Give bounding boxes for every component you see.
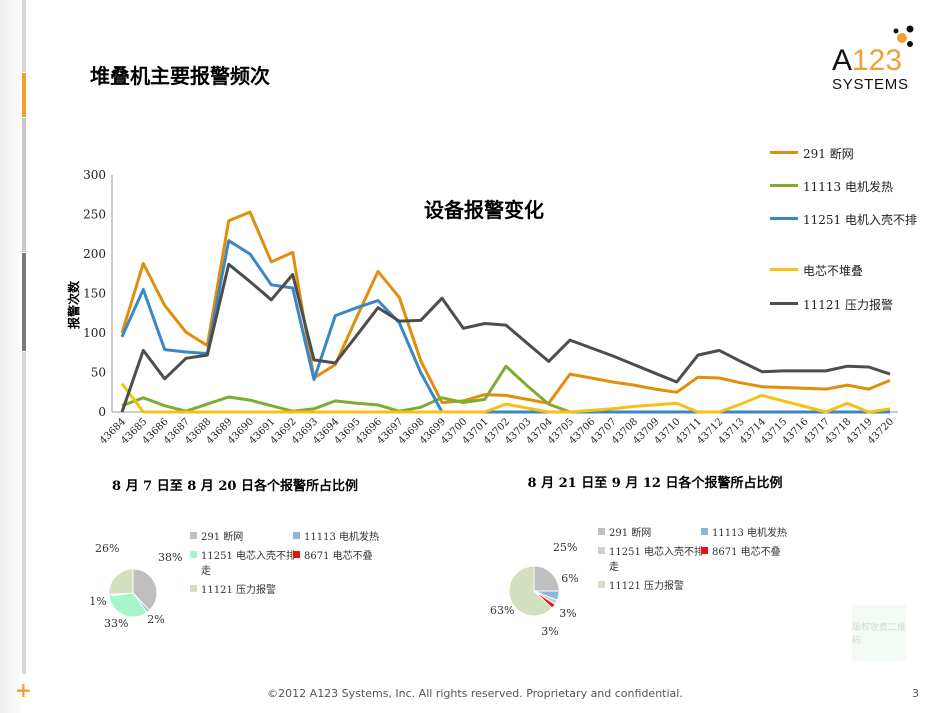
legend-swatch	[770, 217, 798, 220]
a123-logo: A 123 SYSTEMS	[832, 25, 914, 93]
rail-segment	[22, 0, 26, 72]
pie1-title: 8 月 7 日至 8 月 20 日各个报警所占比例	[112, 479, 358, 494]
pie1-label: 38%	[158, 551, 183, 564]
legend-swatch	[293, 532, 300, 539]
legend-label: 11113 电机发热	[304, 532, 379, 543]
legend-item: 11251 电机入壳不排	[770, 212, 933, 229]
legend-label: 291 断网	[803, 147, 854, 161]
legend-label: 291 断网	[201, 532, 244, 543]
y-tick-label: 150	[83, 287, 106, 301]
y-tick-label: 0	[98, 405, 106, 419]
legend-swatch	[701, 528, 708, 535]
legend-swatch	[701, 547, 708, 554]
watermark: 版权收费二维码	[852, 605, 906, 661]
legend-swatch	[190, 585, 197, 592]
pie1-label: 26%	[95, 542, 120, 555]
legend-label: 291 断网	[609, 528, 652, 539]
legend-swatch	[598, 581, 605, 588]
slide-title: 堆叠机主要报警频次	[90, 64, 270, 88]
y-tick-label: 300	[83, 168, 106, 182]
legend-swatch	[190, 551, 197, 558]
legend-swatch	[293, 551, 300, 558]
pie1-label: 2%	[147, 613, 165, 626]
legend-swatch	[190, 532, 197, 539]
pie2-label: 25%	[553, 541, 578, 554]
chart-title: 设备报警变化	[424, 198, 544, 222]
legend-swatch	[770, 184, 798, 187]
y-axis-label: 报警次数	[66, 280, 81, 329]
plus-icon: +	[15, 678, 32, 702]
pie2-title: 8 月 21 日至 9 月 12 日各个报警所占比例	[527, 476, 783, 491]
svg-text:SYSTEMS: SYSTEMS	[832, 76, 908, 93]
left-band	[0, 0, 20, 713]
y-tick-label: 250	[83, 208, 106, 222]
footer: ©2012 A123 Systems, Inc. All rights rese…	[267, 687, 683, 700]
y-tick-label: 100	[83, 326, 106, 340]
rail-segment	[22, 352, 26, 674]
pie1-label: 1%	[89, 595, 107, 608]
pie2-label: 3%	[559, 607, 577, 620]
pie1-slice-0	[132, 568, 158, 612]
legend-label: 11113 电机发热	[803, 180, 893, 194]
legend-item: 291 断网	[770, 146, 854, 163]
series-line-0	[120, 210, 891, 405]
legend-label: 11251 电芯入壳不排走	[201, 551, 296, 577]
pie1-slice-2	[108, 592, 148, 618]
legend-swatch	[598, 547, 605, 554]
rail-segment	[22, 118, 26, 252]
series-line-2	[120, 239, 890, 414]
legend-label: 8671 电芯不叠	[712, 547, 781, 558]
page-number: 3	[912, 687, 919, 700]
legend-label: 8671 电芯不叠	[304, 551, 373, 562]
legend-item: 电芯不堆叠	[770, 263, 863, 280]
pie2-slice-0	[533, 565, 560, 592]
legend-label: 11121 压力报警	[201, 585, 276, 596]
pie1-slice-4	[108, 568, 134, 596]
y-tick-label: 50	[91, 366, 106, 380]
legend-label: 11121 压力报警	[803, 298, 893, 312]
y-tick-label: 200	[83, 247, 106, 261]
pie2-label: 3%	[541, 625, 559, 638]
legend-label: 电芯不堆叠	[803, 264, 864, 278]
series-line-4	[120, 262, 891, 413]
pie2-slice-4	[508, 565, 553, 617]
legend-swatch	[598, 528, 605, 535]
legend-label: 11251 电机入壳不排	[803, 213, 917, 227]
legend-swatch	[770, 302, 798, 305]
legend-label: 11251 电芯入壳不排走	[609, 547, 704, 573]
series-line-3	[120, 382, 891, 414]
svg-text:123: 123	[852, 44, 902, 77]
pie2-label: 6%	[561, 572, 579, 585]
legend-swatch	[770, 151, 798, 154]
pie2-label: 63%	[490, 604, 515, 617]
legend-swatch	[770, 268, 798, 271]
legend-label: 11113 电机发热	[712, 528, 787, 539]
svg-text:A: A	[832, 44, 852, 77]
legend-label: 11121 压力报警	[609, 581, 684, 592]
legend-item: 11113 电机发热	[770, 179, 893, 196]
rail-segment-dark	[22, 253, 26, 351]
rail-segment-accent	[22, 73, 26, 117]
legend-item: 11121 压力报警	[770, 297, 893, 314]
pie1-label: 33%	[104, 617, 129, 630]
